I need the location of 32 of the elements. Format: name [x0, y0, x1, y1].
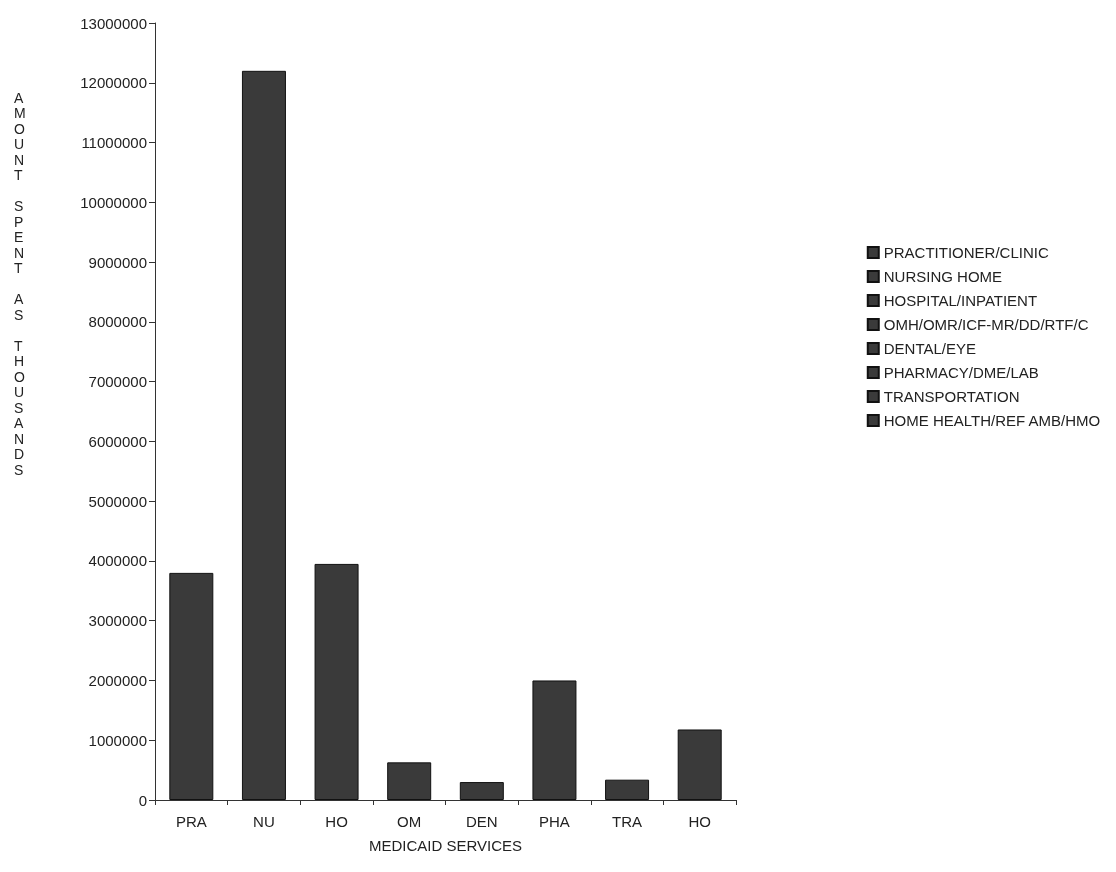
y-tick-label: 10000000	[80, 193, 147, 211]
x-tick-label: OM	[397, 813, 422, 830]
y-tick-label: 2000000	[88, 671, 147, 689]
y-tick-label: 3000000	[88, 612, 147, 630]
y-tick-label: 5000000	[88, 492, 147, 510]
x-tick-label: PHA	[539, 813, 570, 830]
legend-label: HOSPITAL/INPATIENT	[883, 292, 1038, 309]
x-tick-label: HO	[325, 813, 348, 830]
legend-label: DENTAL/EYE	[883, 340, 977, 357]
legend-label: OMH/OMR/ICF-MR/DD/RTF/C	[883, 316, 1089, 333]
y-tick-label: 7000000	[88, 373, 147, 391]
y-tick-label: 8000000	[88, 313, 147, 331]
y-tick-label: 0	[138, 791, 147, 809]
legend-label: HOME HEALTH/REF AMB/HMO	[883, 412, 1101, 429]
text: AMOUNT SPENT AS THOUSANDS	[14, 89, 26, 478]
legend-label: PHARMACY/DME/LAB	[883, 364, 1039, 381]
x-tick-label: DEN	[465, 813, 498, 830]
y-tick-label: 12000000	[80, 74, 147, 92]
x-tick-label: TRA	[612, 813, 643, 830]
x-tick-label: PRA	[175, 813, 207, 830]
legend-label: PRACTITIONER/CLINIC	[883, 244, 1049, 261]
y-tick-label: 13000000	[80, 14, 147, 32]
legend-label: TRANSPORTATION	[883, 388, 1020, 405]
y-tick-label: 1000000	[88, 731, 147, 749]
x-axis-title: MEDICAID SERVICES	[368, 837, 523, 854]
y-tick-label: 11000000	[81, 134, 147, 152]
y-tick-label: 4000000	[88, 552, 147, 570]
legend-label: NURSING HOME	[883, 268, 1003, 285]
y-tick-label: 6000000	[88, 432, 147, 450]
x-tick-label: HO	[688, 813, 711, 830]
y-tick-label: 9000000	[88, 253, 147, 271]
x-tick-label: NU	[253, 813, 275, 830]
